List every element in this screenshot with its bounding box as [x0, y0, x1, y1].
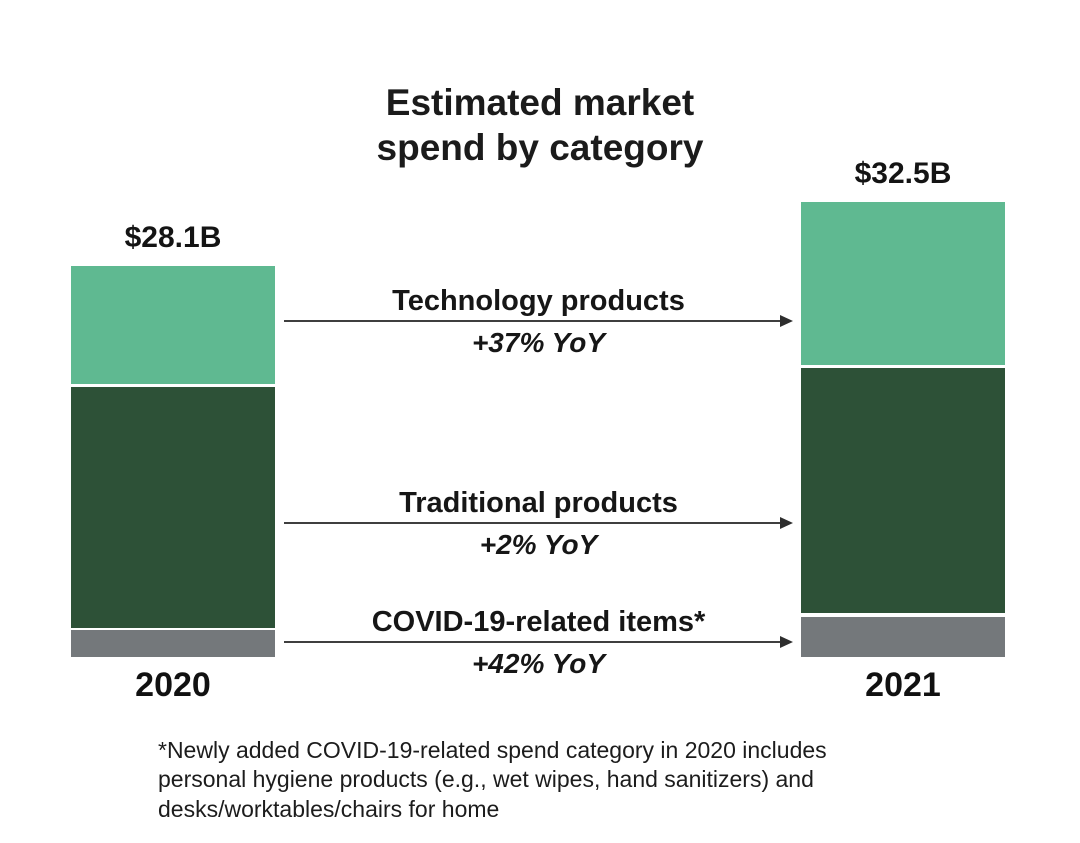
arrow-traditional	[284, 517, 793, 529]
arrowhead-icon	[780, 315, 793, 327]
annotation-covid-yoy: +42% YoY	[471, 648, 606, 679]
arrow-line	[284, 320, 780, 322]
arrow-line	[284, 522, 780, 524]
segment-technology-2021	[801, 202, 1005, 365]
arrow-covid	[284, 636, 793, 648]
annotation-traditional-yoy: +2% YoY	[479, 529, 598, 560]
segment-divider	[71, 384, 275, 387]
segment-divider	[71, 628, 275, 630]
bar-2020	[71, 266, 275, 657]
segment-technology-2020	[71, 266, 275, 384]
annotation-technology-label: Technology products	[392, 285, 685, 317]
chart-title: Estimated market spend by category	[376, 82, 704, 169]
arrowhead-icon	[780, 636, 793, 648]
annotation-covid: COVID-19-related items* +42% YoY	[284, 603, 793, 680]
total-label-2020: $28.1B	[124, 221, 222, 254]
segment-traditional-2021	[801, 368, 1005, 613]
annotation-technology: Technology products +37% YoY	[284, 282, 793, 359]
arrow-technology	[284, 315, 793, 327]
total-label-2021: $32.5B	[854, 157, 952, 190]
bar-2021	[801, 202, 1005, 657]
annotation-covid-label: COVID-19-related items*	[371, 606, 706, 638]
footnote: *Newly added COVID-19-related spend cate…	[158, 737, 827, 822]
axis-label-2021: 2021	[865, 666, 941, 704]
arrowhead-icon	[780, 517, 793, 529]
segment-covid-2021	[801, 617, 1005, 657]
segment-covid-2020	[71, 630, 275, 657]
segment-divider	[801, 613, 1005, 617]
arrow-line	[284, 641, 780, 643]
annotation-technology-yoy: +37% YoY	[471, 327, 606, 358]
segment-traditional-2020	[71, 387, 275, 628]
segment-divider	[801, 365, 1005, 368]
annotation-traditional-label: Traditional products	[399, 487, 678, 519]
annotation-traditional: Traditional products +2% YoY	[284, 484, 793, 561]
axis-label-2020: 2020	[135, 666, 211, 704]
